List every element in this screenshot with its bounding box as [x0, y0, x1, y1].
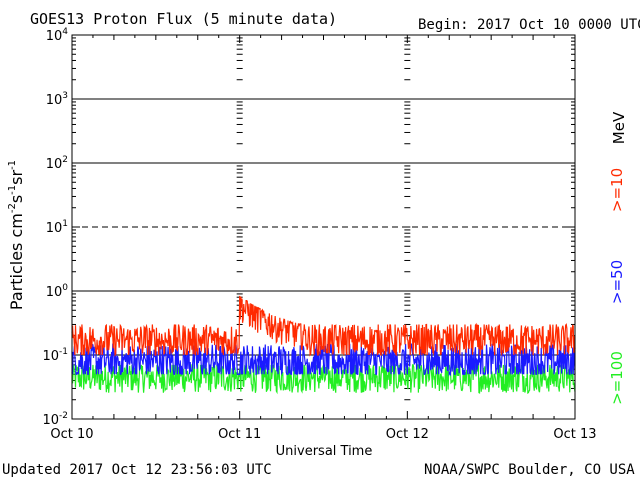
legend-ge50: >=50	[608, 260, 626, 304]
x-tick-label: Oct 10	[50, 427, 93, 442]
y-tick-label: 100	[46, 283, 69, 300]
updated-label: Updated 2017 Oct 12 23:56:03 UTC	[2, 462, 272, 478]
y-tick-label: 103	[46, 91, 68, 108]
legend-ge100: >=100	[608, 351, 626, 405]
credit-label: NOAA/SWPC Boulder, CO USA	[424, 462, 635, 478]
chart-title: GOES13 Proton Flux (5 minute data)	[30, 10, 337, 28]
plot-frame	[71, 34, 576, 420]
y-tick-label: 104	[46, 27, 69, 44]
x-tick-label: Oct 12	[386, 427, 429, 442]
units-label: MeV	[610, 111, 628, 144]
y-tick-label: 101	[46, 219, 68, 236]
y-tick-label: 10-1	[42, 347, 68, 364]
y-tick-label: 102	[46, 155, 68, 172]
y-axis-label: Particles cm-2s-1sr-1	[7, 160, 26, 310]
series-line-50	[71, 341, 576, 377]
y-tick-label: 10-2	[42, 411, 68, 428]
x-tick-label: Oct 13	[553, 427, 596, 442]
x-axis-label: Universal Time	[276, 444, 373, 459]
plot-area: 10-2 10-1 100 101 102 103 104 Oct 10 Oct 11 Oct 1…	[7, 27, 628, 442]
series-line-10	[71, 295, 576, 358]
begin-label: Begin: 2017 Oct 10 0000 UTC	[418, 17, 640, 33]
legend-ge10: >=10	[608, 168, 626, 212]
x-tick-label: Oct 11	[218, 427, 261, 442]
